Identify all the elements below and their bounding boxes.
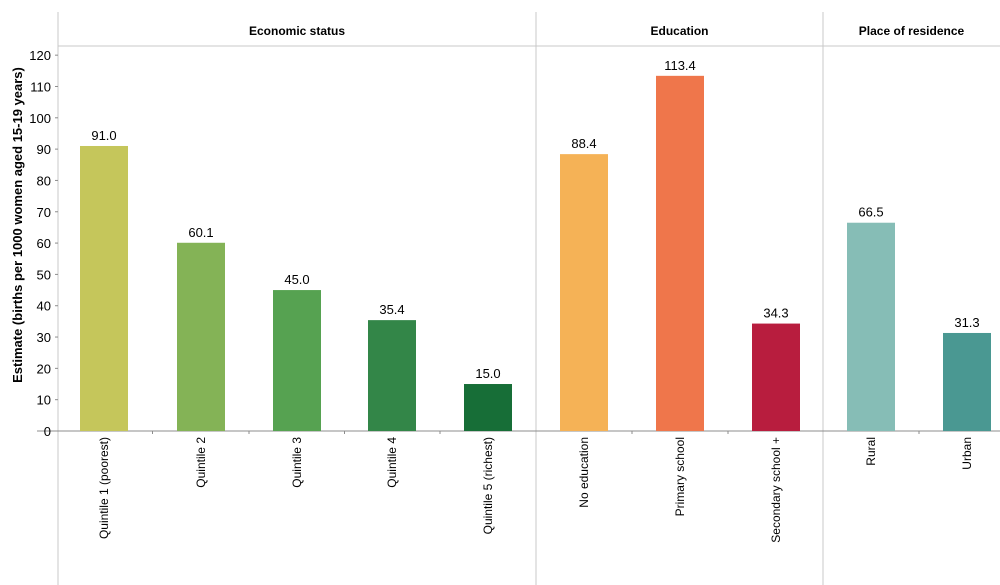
y-axis-label: Estimate (births per 1000 women aged 15-… bbox=[10, 67, 25, 383]
y-tick-label: 10 bbox=[37, 393, 51, 408]
bar bbox=[847, 222, 895, 431]
bar-value-label: 15.0 bbox=[475, 366, 500, 381]
bar bbox=[368, 320, 416, 431]
x-tick-label: Urban bbox=[960, 437, 974, 470]
group-header: Economic status bbox=[249, 24, 345, 38]
y-tick-label: 60 bbox=[37, 236, 51, 251]
bar bbox=[560, 154, 608, 431]
bar-value-label: 35.4 bbox=[379, 302, 404, 317]
y-tick-label: 80 bbox=[37, 173, 51, 188]
bar-value-label: 66.5 bbox=[858, 205, 883, 220]
bar-value-label: 91.0 bbox=[91, 128, 116, 143]
bar bbox=[656, 75, 704, 431]
x-tick-label: Quintile 3 bbox=[290, 437, 304, 488]
group-header: Education bbox=[650, 24, 708, 38]
group-header: Place of residence bbox=[859, 24, 965, 38]
bar bbox=[80, 145, 128, 431]
bar-value-label: 60.1 bbox=[188, 225, 213, 240]
bar bbox=[943, 332, 991, 431]
y-tick-label: 70 bbox=[37, 205, 51, 220]
y-tick-label: 40 bbox=[37, 299, 51, 314]
y-tick-label: 0 bbox=[44, 424, 51, 439]
y-tick-label: 30 bbox=[37, 330, 51, 345]
x-tick-label: No education bbox=[577, 437, 591, 508]
y-tick-label: 50 bbox=[37, 267, 51, 282]
y-tick-label: 110 bbox=[30, 79, 51, 94]
bar bbox=[273, 290, 321, 431]
group-headers: Economic status Education Place of residen… bbox=[249, 24, 965, 38]
bar bbox=[177, 242, 225, 431]
x-tick-label: Quintile 2 bbox=[194, 437, 208, 488]
y-axis: 0 10 20 30 40 50 60 70 80 90 100 110 120 bbox=[29, 48, 58, 439]
x-tick-label: Quintile 1 (poorest) bbox=[97, 437, 111, 539]
bar bbox=[464, 384, 512, 431]
x-tick-label: Quintile 4 bbox=[385, 437, 399, 488]
x-tick-label: Secondary school + bbox=[769, 437, 783, 543]
bars: 91.0 60.1 45.0 35.4 15.0 88.4 113.4 34.3 66.5 31.… bbox=[80, 58, 991, 431]
y-tick-label: 120 bbox=[29, 48, 51, 63]
x-tick-label: Quintile 5 (richest) bbox=[481, 437, 495, 534]
x-tick-label: Primary school bbox=[673, 437, 687, 516]
bar-value-label: 113.4 bbox=[664, 58, 696, 73]
y-tick-label: 100 bbox=[29, 111, 51, 126]
x-tick-label: Rural bbox=[864, 437, 878, 466]
bar-value-label: 45.0 bbox=[284, 272, 309, 287]
bar bbox=[752, 323, 800, 431]
y-tick-label: 90 bbox=[37, 142, 51, 157]
bar-value-label: 34.3 bbox=[763, 306, 788, 321]
x-axis-labels: Quintile 1 (poorest) Quintile 2 Quintile 3… bbox=[97, 431, 974, 543]
bar-value-label: 31.3 bbox=[954, 315, 979, 330]
y-tick-label: 20 bbox=[37, 361, 51, 376]
bar-value-label: 88.4 bbox=[571, 136, 596, 151]
